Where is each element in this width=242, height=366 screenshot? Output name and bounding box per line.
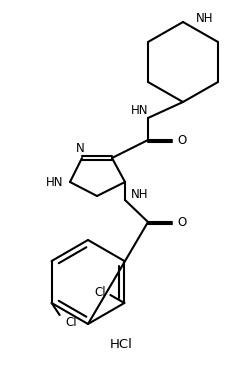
Text: O: O	[177, 134, 187, 146]
Text: O: O	[177, 216, 187, 228]
Text: Cl: Cl	[95, 287, 106, 299]
Text: NH: NH	[196, 11, 214, 25]
Text: Cl: Cl	[66, 317, 77, 329]
Text: NH: NH	[131, 188, 149, 202]
Text: N: N	[76, 142, 84, 154]
Text: HN: HN	[46, 176, 64, 190]
Text: HN: HN	[131, 104, 149, 116]
Text: HCl: HCl	[110, 339, 132, 351]
